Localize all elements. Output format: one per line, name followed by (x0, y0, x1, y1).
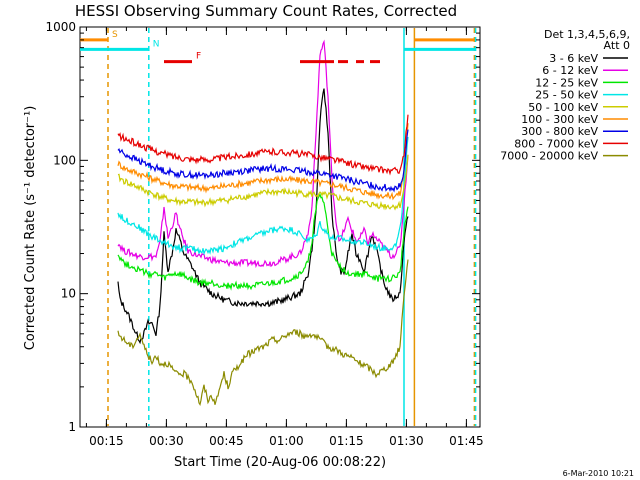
y-tick-label-1: 10 (61, 287, 76, 301)
plot-frame (79, 26, 481, 428)
legend-label-8: 7000 - 20000 keV (500, 150, 598, 163)
series-line-1 (117, 39, 409, 269)
series-line-6 (117, 129, 409, 193)
legend-label-6: 300 - 800 keV (521, 125, 598, 138)
legend-label-0: 3 - 6 keV (549, 52, 598, 65)
footer-timestamp: 6-Mar-2010 10:21 (563, 469, 634, 478)
series-line-3 (117, 136, 409, 256)
flag-bars: S N F (80, 30, 476, 64)
legend-title-line-1: Att 0 (604, 39, 630, 52)
x-axis-label: Start Time (20-Aug-06 00:08:22) (174, 455, 386, 470)
axis-ticks: 00:15 00:30 00:45 01:00 01:15 01:30 01:45 1 10 10… (45, 20, 483, 448)
y-axis-label: Corrected Count Rate (s⁻¹ detector⁻¹) (23, 106, 38, 351)
x-tick-label-4: 01:15 (329, 434, 364, 448)
flag-label-n: N (153, 39, 160, 49)
legend-title-line-0: Det 1,3,4,5,6,9, (544, 28, 630, 41)
x-tick-label-5: 01:30 (389, 434, 424, 448)
chart-title: HESSI Observing Summary Count Rates, Cor… (75, 2, 457, 20)
series-line-2 (117, 193, 409, 291)
y-tick-label-0: 1 (68, 420, 76, 434)
x-tick-label-3: 01:00 (269, 434, 304, 448)
series-lines (117, 39, 409, 407)
y-tick-label-3: 1000 (45, 20, 76, 34)
legend-label-5: 100 - 300 keV (521, 113, 598, 126)
legend-label-4: 50 - 100 keV (528, 101, 598, 114)
series-line-7 (117, 114, 409, 176)
y-tick-label-2: 100 (53, 153, 76, 167)
flag-label-s: S (112, 30, 118, 40)
series-line-0 (117, 88, 409, 345)
x-tick-label-0: 00:15 (89, 434, 124, 448)
x-tick-label-2: 00:45 (209, 434, 244, 448)
legend-label-2: 12 - 25 keV (535, 76, 598, 89)
vertical-markers (107, 28, 477, 426)
flag-label-f: F (196, 52, 201, 62)
legend-label-1: 6 - 12 keV (542, 64, 598, 77)
legend-label-3: 25 - 50 keV (535, 89, 598, 102)
series-line-5 (117, 123, 409, 201)
x-tick-label-6: 01:45 (449, 434, 484, 448)
series-line-4 (117, 154, 409, 211)
series-line-8 (117, 259, 409, 407)
legend-label-7: 800 - 7000 keV (514, 137, 598, 150)
x-tick-label-1: 00:30 (149, 434, 184, 448)
